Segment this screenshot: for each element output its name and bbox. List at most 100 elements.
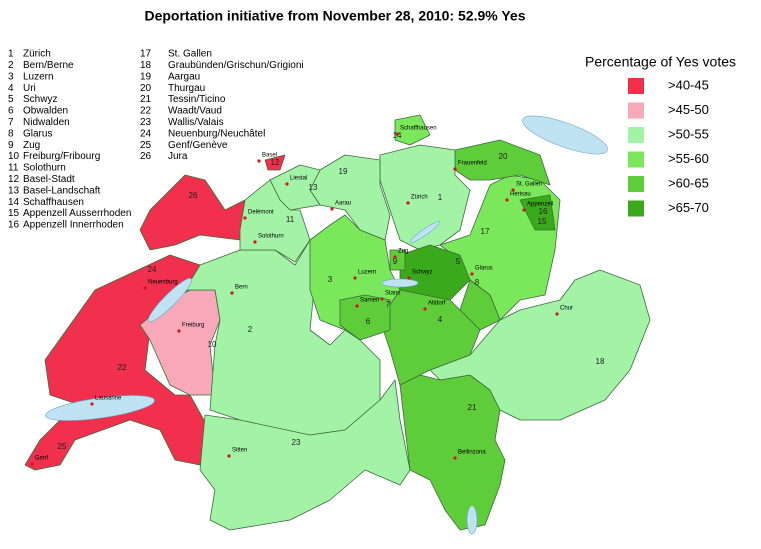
city-dot [285,182,289,186]
canton-number: 14 [8,197,20,208]
legend-label: >60-65 [668,175,709,190]
city-dot [511,188,515,192]
city-dot [253,240,257,244]
city-label: Sitten [232,448,247,454]
city-dot [230,291,234,295]
canton-number: 18 [140,60,152,71]
city-label: Glarus [475,266,493,272]
canton-name: Basel-Stadt [23,174,75,185]
lake-lucerne [381,278,419,288]
city-dot [453,167,457,171]
canton-name: Obwalden [23,106,68,117]
canton-number: 11 [8,163,19,174]
legend-label: >65-70 [668,200,709,215]
city-dot [143,286,147,290]
canton-number: 17 [140,49,152,60]
city-label: Schaffhausen [400,126,437,132]
canton-name: Glarus [23,128,52,139]
city-dot [470,272,474,276]
canton-name: Basel-Landschaft [23,185,100,196]
city-label: Schwyz [412,270,433,276]
canton-number-label: 20 [499,152,508,161]
legend-swatch [628,127,644,143]
city-label: Frauenfeld [458,161,487,167]
map [24,114,651,535]
canton-number-label: 1 [438,193,443,202]
legend-swatch [628,176,644,192]
canton-name: Solothurn [23,163,66,174]
city-label: Appenzell [527,202,553,208]
canton-name: Uri [23,83,36,94]
city-dot [30,462,34,466]
legend-title: Percentage of Yes votes [585,54,736,70]
canton-number: 25 [140,140,152,151]
canton-number: 1 [8,49,14,60]
city-label: Lausanne [95,396,122,402]
canton-number-label: 18 [596,357,605,366]
canton-zug [389,249,406,271]
canton-bern [184,239,381,436]
canton-glarus [459,279,501,331]
city-label: Chur [560,306,573,312]
canton-number-label: 5 [456,257,461,266]
canton-number-label: 6 [366,317,371,326]
canton-name: Schaffhausen [23,197,84,208]
canton-appenzell [519,194,556,231]
canton-number: 6 [8,106,14,117]
city-label: Zürich [411,195,428,201]
legend-swatch [628,78,644,94]
canton-name: Nidwalden [23,117,70,128]
canton-number-label: 14 [393,131,402,140]
canton-basel-stadt [264,154,286,171]
canton-number: 26 [140,151,152,162]
canton-name: St. Gallen [168,49,212,60]
city-label: Zug [398,249,408,255]
canton-number-label: 11 [286,215,295,224]
lake-zurich [409,221,441,243]
canton-number: 20 [140,83,152,94]
canton-number-label: 2 [248,325,253,334]
canton-number-label: 10 [208,340,217,349]
canton-number-label: 25 [58,442,67,451]
canton-name: Jura [168,151,188,162]
city-dot [423,307,427,311]
canton-name: Wallis/Valais [168,117,224,128]
legend-label: >45-50 [668,102,709,117]
legend-label: >55-60 [668,151,709,166]
city-dot [395,132,399,136]
canton-name: Aargau [168,71,200,82]
legend-label: >50-55 [668,126,709,141]
city-dot [353,276,357,280]
canton-thurgau [454,139,551,186]
canton-name: Zürich [23,49,51,60]
canton-number: 15 [8,208,20,219]
canton-number-label: 16 [539,207,548,216]
canton-number-label: 9 [393,257,398,266]
lake-constance [522,115,608,155]
city-dot [243,216,247,220]
city-dot [177,329,181,333]
lake-geneva [45,395,155,421]
city-dot [505,198,509,202]
canton-name: Zug [23,140,40,151]
canton-number: 5 [8,94,14,105]
city-label: St. Gallen [516,182,542,188]
canton-name: Bern/Berne [23,60,74,71]
canton-number: 7 [8,117,14,128]
canton-number: 19 [140,71,152,82]
canton-name: Thurgau [168,83,205,94]
city-label: Bern [235,285,248,291]
canton-number: 2 [8,60,14,71]
canton-schaffhausen [394,114,431,146]
city-label: Luzern [358,270,376,276]
city-label: Solothurn [258,234,284,240]
canton-number: 3 [8,71,14,82]
city-label: Aarau [335,201,351,207]
canton-name: Freiburg/Fribourg [23,151,100,162]
canton-number: 10 [8,151,20,162]
city-dot [90,402,94,406]
legend-label: >40-45 [668,77,709,92]
canton-number-label: 23 [292,438,301,447]
canton-number-label: 13 [309,183,318,192]
